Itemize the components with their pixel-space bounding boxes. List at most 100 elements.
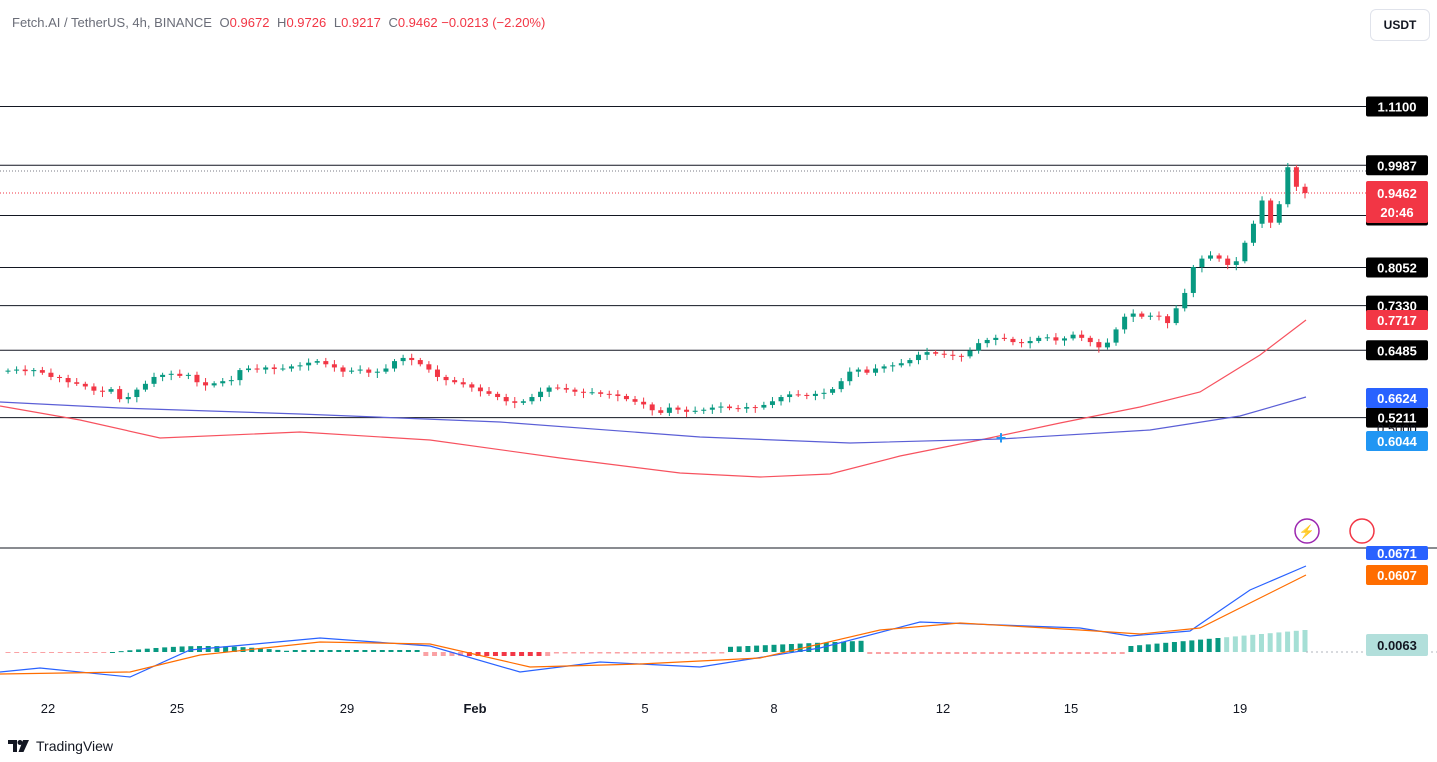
candle-body [1130,313,1136,317]
macd-histogram-bar [423,652,429,656]
macd-histogram-bar [1093,652,1099,654]
candle-body [993,337,999,340]
macd-value-tag [1366,546,1428,560]
histogram-value-tag [1366,634,1428,656]
ma-fast-price-tag [1366,310,1428,330]
macd-histogram-bar [1067,652,1073,654]
macd-histogram-bar [545,652,551,656]
macd-histogram-bar [771,644,777,652]
macd-histogram-bar [997,652,1003,654]
macd-histogram-bar [75,652,81,653]
crosshair-marker: + [996,428,1007,448]
macd-histogram-bar [1206,638,1212,652]
candle-body [1173,308,1179,324]
macd-histogram-bar [701,652,707,654]
candle-body [795,394,801,396]
candle-body [477,387,483,392]
macd-histogram-bar [1023,652,1029,654]
macd-histogram-bar [362,650,368,652]
time-axis-tick: 22 [41,701,55,716]
candle-body [675,407,681,410]
bar-countdown-label: 20:46 [1380,205,1413,220]
macd-histogram-bar [240,647,246,652]
signal-line [0,574,1307,675]
macd-histogram-bar [170,646,176,652]
currency-unit-button[interactable]: USDT [1370,9,1430,41]
macd-histogram-bar [1154,643,1160,652]
candle-body [82,383,88,387]
candle-body [727,406,733,409]
candle-body [529,397,535,402]
macd-histogram-bar [22,652,28,653]
level-price-label: 0.9987 [1377,158,1417,173]
candle-body [495,393,501,398]
macd-histogram-bar [231,646,237,652]
macd-histogram-bar [1285,631,1291,652]
macd-histogram-bar [284,650,290,652]
macd-histogram-bar [580,652,586,654]
candle-body [873,368,879,373]
candle-body [984,339,990,344]
candle-body [1233,261,1239,265]
candle-body [1225,258,1231,265]
candle-body [1053,337,1059,341]
candle-body [1061,338,1067,341]
macd-histogram-bar [371,650,377,652]
candle-body [288,366,294,369]
macd-histogram-bar [936,652,942,654]
candle-body [228,380,234,382]
macd-histogram-bar [1171,642,1177,652]
candle-body [392,361,398,369]
candle-body [812,393,818,396]
macd-histogram-bar [954,652,960,654]
candle-body [1216,255,1222,259]
macd-histogram-bar [667,652,673,654]
macd-histogram-bar [910,652,916,654]
candle-body [632,399,638,402]
macd-histogram-bar [301,650,307,652]
level-price-label: 0.8052 [1377,260,1417,275]
macd-histogram-bar [1250,634,1256,652]
macd-histogram-bar [127,650,133,652]
time-axis-tick: 5 [641,701,648,716]
candle-body [1190,267,1196,293]
candle-body [1250,223,1256,243]
calendar-icon [1349,518,1375,544]
macd-histogram-bar [519,652,525,656]
macd-histogram-bar [57,652,63,653]
macd-histogram-bar [815,642,821,652]
candle-body [246,368,252,371]
macd-histogram-bar [536,652,542,656]
candle-body [48,372,54,377]
macd-histogram-bar [1058,652,1064,654]
macd-histogram-bar [466,652,472,656]
tradingview-logo-icon [8,740,29,752]
candle-body [1139,313,1145,317]
macd-histogram-bar [388,650,394,652]
candle-body [65,378,71,383]
candle-body [744,407,750,409]
level-price-tag [1366,407,1428,428]
macd-histogram-bar [344,650,350,652]
macd-histogram-bar [875,652,881,654]
macd-histogram-bar [1163,642,1169,652]
macd-histogram-bar [684,652,690,654]
candle-body [1070,334,1076,339]
macd-histogram-bar [858,640,864,652]
candle-body [1147,315,1153,317]
price-chart[interactable]: 1.11000.99870.90360.80520.73300.64850.52… [0,0,1437,735]
macd-histogram-bar [1224,637,1230,652]
macd-histogram-bar [1076,652,1082,654]
candle-body [237,370,243,381]
macd-histogram-bar [40,652,46,653]
macd-histogram-bar [823,642,829,652]
macd-histogram-bar [989,652,995,654]
macd-histogram-bar [14,652,20,653]
ma-fast-price-label: 0.7717 [1377,313,1417,328]
level-price-label: 1.1100 [1377,99,1416,114]
lightning-glyph: ⚡ [1299,524,1315,540]
macd-histogram-bar [92,652,98,653]
macd-histogram-bar [614,652,620,654]
macd-histogram-bar [780,644,786,652]
macd-histogram-bar [432,652,438,656]
